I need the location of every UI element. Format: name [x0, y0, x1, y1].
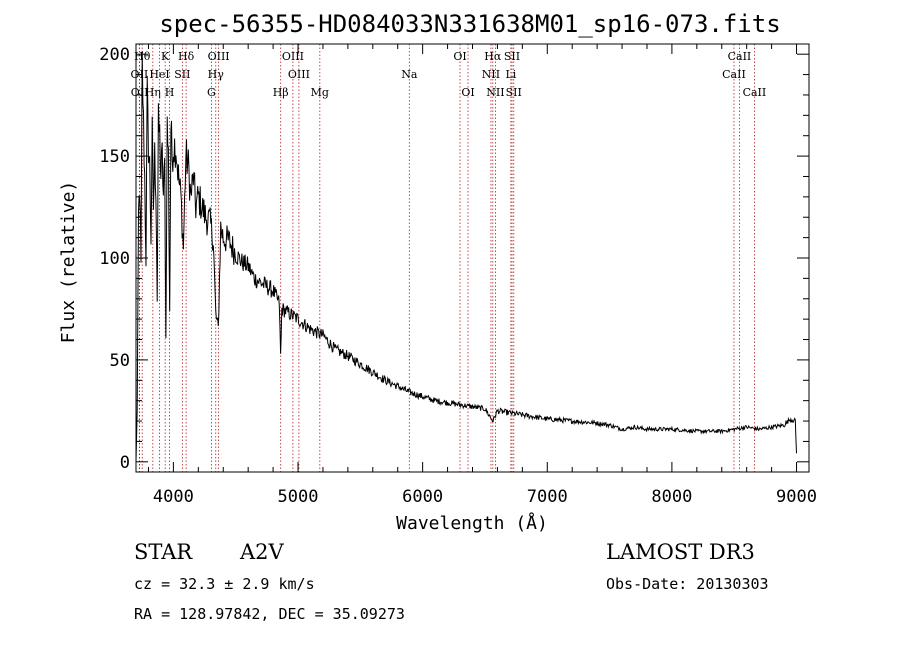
chart-title: spec-56355-HD084033N331638M01_sp16-073.f… [159, 10, 780, 38]
x-axis-label: Wavelength (Å) [396, 512, 548, 534]
x-axis-ticks: 4000 5000 6000 7000 8000 9000 [147, 44, 817, 507]
line-label: NII [482, 68, 500, 81]
line-label: Li [505, 68, 516, 81]
line-label: Na [401, 68, 418, 81]
line-label: Hα [484, 50, 502, 63]
x-tick-label: 4000 [153, 487, 194, 507]
obs-date: Obs-Date: 20130303 [606, 575, 769, 593]
line-label: Hγ [208, 68, 225, 81]
line-label: OI [453, 50, 466, 63]
line-label: G [207, 86, 216, 99]
line-label: Hβ [273, 86, 289, 99]
line-label: H [165, 86, 175, 99]
line-label: HeI [149, 68, 169, 81]
y-tick-label: 0 [120, 453, 130, 473]
line-label: OIII [288, 68, 310, 81]
line-label: CaII [743, 86, 767, 99]
subclass: A2V [239, 540, 285, 564]
line-label: OIII [208, 50, 230, 63]
coordinates: RA = 128.97842, DEC = 35.09273 [134, 605, 405, 623]
line-label: Hδ [178, 50, 195, 63]
line-label: OI [461, 86, 474, 99]
line-label: K [161, 50, 170, 63]
line-label: OIII [282, 50, 304, 63]
line-label: NII [486, 86, 504, 99]
line-label: OII [131, 86, 149, 99]
y-tick-label: 200 [99, 45, 130, 65]
y-tick-label: 100 [99, 249, 130, 269]
line-label: SII [174, 68, 190, 81]
line-label: SII [506, 86, 522, 99]
x-tick-label: 8000 [651, 487, 692, 507]
x-tick-label: 9000 [776, 487, 817, 507]
x-tick-label: 7000 [527, 487, 568, 507]
redshift-info: cz = 32.3 ± 2.9 km/s [134, 575, 315, 593]
y-axis-ticks: 0 50 100 150 200 [99, 45, 809, 473]
y-tick-label: 50 [110, 351, 130, 371]
line-label: CaII [728, 50, 752, 63]
line-label: SII [504, 50, 520, 63]
y-tick-label: 150 [99, 147, 130, 167]
x-tick-label: 5000 [278, 487, 319, 507]
spectral-line-markers [138, 44, 755, 472]
x-tick-label: 6000 [402, 487, 443, 507]
survey-name: LAMOST DR3 [606, 540, 755, 564]
line-label: Hη [145, 86, 161, 99]
line-label: Mg [311, 86, 329, 99]
line-label: CaII [722, 68, 746, 81]
object-type: STAR [134, 540, 193, 564]
y-axis-label: Flux (relative) [58, 181, 79, 344]
spectrum-series [135, 51, 797, 462]
